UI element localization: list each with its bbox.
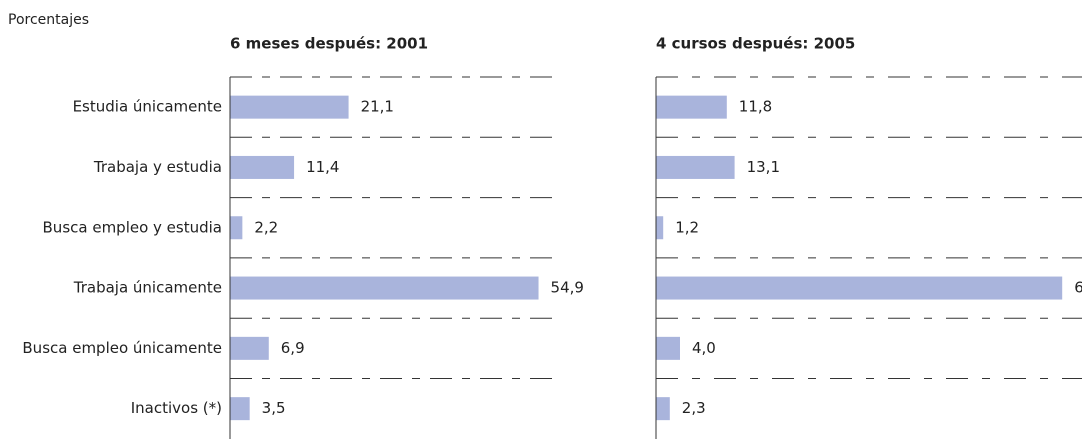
bar: [656, 336, 680, 360]
bar: [230, 336, 269, 360]
bar: [656, 397, 670, 421]
bar: [656, 155, 735, 179]
bar: [230, 216, 243, 240]
value-label: 2,2: [254, 218, 278, 236]
bar: [230, 95, 349, 119]
value-label: 2,3: [682, 399, 706, 417]
category-label: Inactivos (*): [131, 399, 222, 417]
value-label: 1,2: [675, 218, 699, 236]
category-label: Trabaja únicamente: [73, 279, 222, 297]
category-label: Busca empleo únicamente: [22, 339, 222, 357]
value-label: 21,1: [361, 98, 394, 116]
value-label: 6,9: [281, 339, 305, 357]
chart-title: 4 cursos después: 2005: [656, 35, 855, 53]
value-label: 54,9: [551, 279, 584, 297]
value-label: 4,0: [692, 339, 716, 357]
bar: [656, 216, 664, 240]
value-label: 3,5: [262, 399, 286, 417]
chart-title: 6 meses después: 2001: [230, 35, 428, 53]
unit-label: Porcentajes: [8, 12, 89, 28]
value-label: 11,8: [739, 98, 772, 116]
bar: [656, 95, 727, 119]
bar: [230, 155, 295, 179]
category-label: Busca empleo y estudia: [43, 218, 222, 236]
value-label: 67,7: [1074, 279, 1082, 297]
category-label: Estudia únicamente: [73, 98, 222, 116]
category-label: Trabaja y estudia: [93, 158, 222, 176]
bar: [230, 276, 539, 300]
value-label: 13,1: [747, 158, 780, 176]
value-label: 11,4: [306, 158, 339, 176]
bar: [230, 397, 250, 421]
bar: [656, 276, 1063, 300]
